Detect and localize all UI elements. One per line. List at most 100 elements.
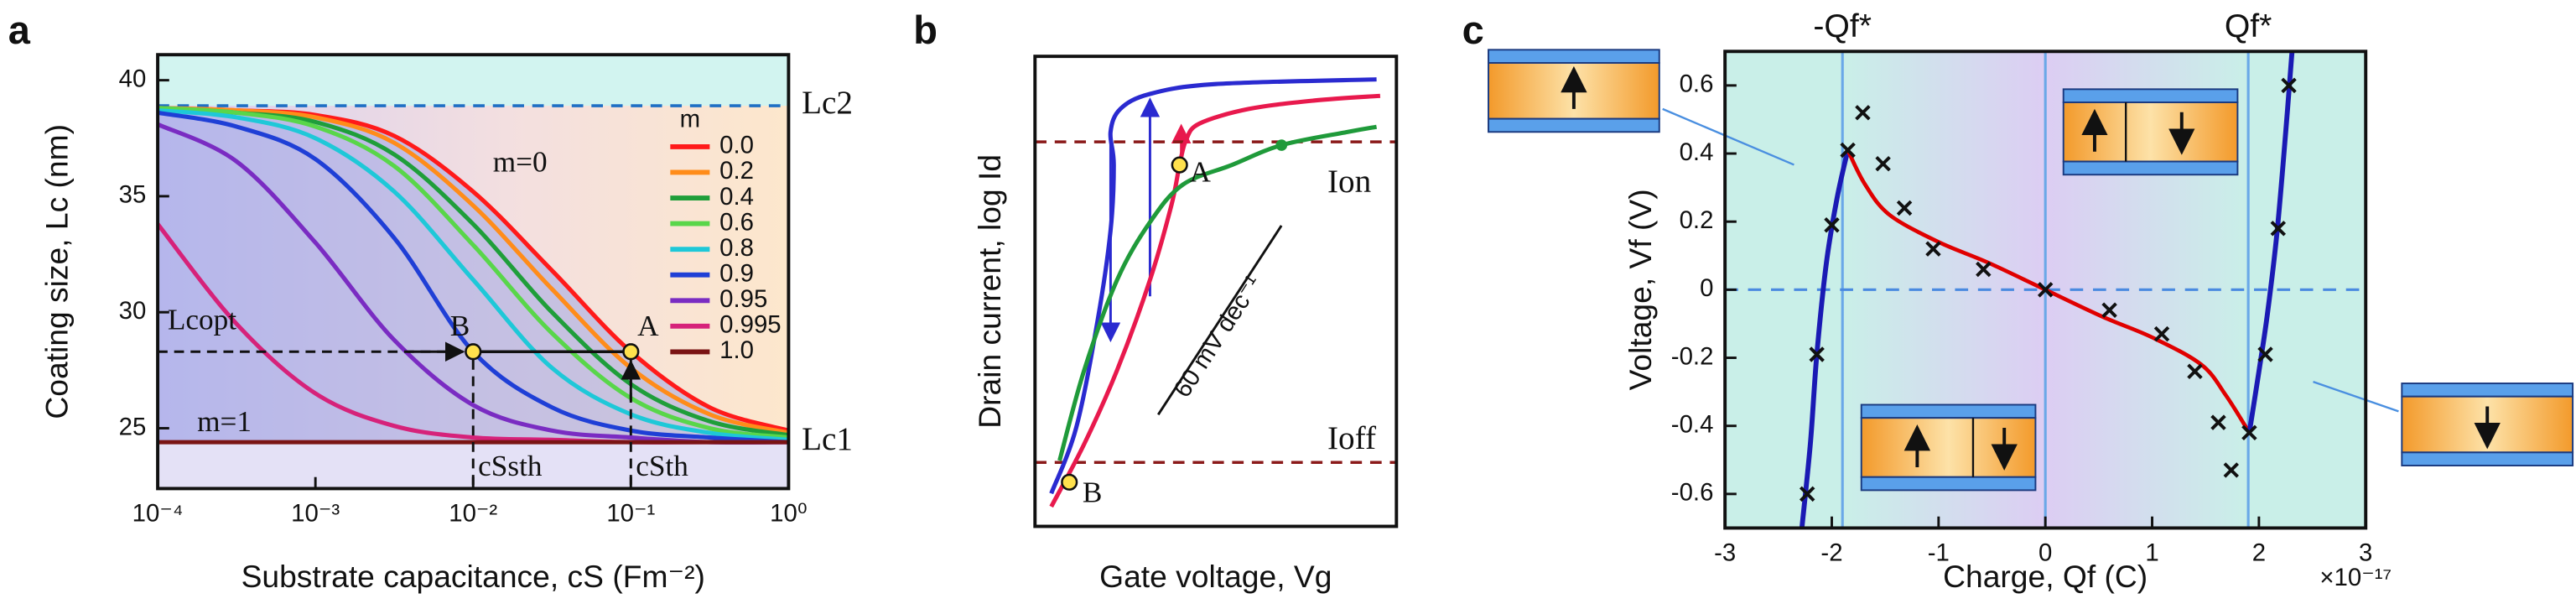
data-point [1840, 142, 1856, 159]
x-axis-label: Charge, Qf (C) [1943, 559, 2148, 594]
x-tick-label: -2 [1820, 539, 1842, 567]
plot-frame [156, 53, 791, 491]
marker-point [1061, 473, 1078, 491]
panel-letter: b [913, 8, 937, 52]
region-band [158, 55, 789, 107]
y-tick-label: 25 [119, 413, 147, 440]
marker-point [622, 343, 640, 361]
x-tick-label: -1 [1928, 539, 1950, 567]
data-point [2037, 282, 2054, 298]
x-tick-label: 10⁰ [770, 500, 807, 528]
series-line [158, 110, 789, 445]
data-point [1809, 346, 1825, 362]
y-tick-label: 0.6 [1680, 70, 1714, 98]
fit-curve [2246, 51, 2295, 434]
domain-icon [1860, 403, 2037, 492]
y-tick-label: 0.4 [1680, 138, 1714, 166]
data-point [2241, 424, 2257, 441]
legend-label: 1.0 [719, 336, 754, 364]
data-point [1976, 261, 1992, 278]
y-tick-label: 0 [1700, 274, 1713, 302]
y-axis-label: Drain current, log Id [972, 154, 1007, 429]
data-point [1799, 486, 1815, 502]
plot-frame [1033, 55, 1399, 528]
x-tick-label: 3 [2359, 539, 2372, 567]
data-point [2210, 414, 2226, 430]
y-tick-label: -0.6 [1671, 479, 1714, 507]
annotation: m=0 [493, 146, 548, 179]
insets [1488, 49, 2574, 492]
x-tick-label: 0 [2038, 539, 2052, 567]
legend-label: 0.95 [719, 285, 767, 313]
series-line [1057, 124, 1378, 461]
y-axis-label: Coating size, Lc (nm) [39, 124, 74, 419]
point-label: B [450, 310, 470, 342]
annotation: cSsth [478, 450, 543, 482]
panel-letter: c [1462, 8, 1484, 52]
series-line [158, 106, 789, 435]
data-point [2281, 77, 2297, 94]
domain-icon [1488, 49, 1660, 133]
plot-area-a [158, 55, 789, 489]
reference-label: Lc1 [802, 421, 853, 457]
annotation: m=1 [197, 405, 252, 438]
legend-label: 0.8 [719, 234, 754, 262]
x-tick-label: 10⁻¹ [606, 500, 655, 528]
y-tick-label: 35 [119, 181, 147, 209]
annotation: 60 mV dec⁻¹ [1168, 271, 1267, 403]
reference-label: Ion [1327, 164, 1371, 200]
y-tick-label: -0.4 [1671, 410, 1714, 438]
fit-curve [1799, 149, 1851, 528]
annotation: Lcopt [168, 304, 236, 336]
series-line [158, 108, 789, 442]
point-label: A [1189, 155, 1211, 188]
x-tick-label: 10⁻² [449, 500, 497, 528]
domain-icon [2062, 88, 2239, 176]
plot-area-c [1725, 51, 2366, 528]
series-line [1049, 77, 1377, 495]
x-tick-label: 1 [2145, 539, 2158, 567]
data-point [2270, 221, 2287, 237]
marker-point [1171, 156, 1188, 174]
point-label: A [637, 310, 659, 342]
data-point [1925, 241, 1941, 257]
legend-title: m [680, 105, 700, 133]
legend-label: 0.0 [719, 132, 754, 159]
plot-area-b [1035, 77, 1397, 508]
x-tick-label: -3 [1714, 539, 1736, 567]
marker-point [465, 343, 482, 361]
data-point [2223, 462, 2239, 478]
legend-label: 0.9 [719, 260, 754, 288]
domain-icon [2401, 383, 2574, 466]
panel-letter: a [8, 8, 31, 52]
threshold-label: Qf* [2225, 8, 2272, 44]
slope-line [1156, 225, 1283, 416]
point-label: B [1083, 476, 1103, 509]
data-point [1896, 200, 1913, 216]
y-tick-label: -0.2 [1671, 342, 1714, 370]
data-point [2257, 346, 2273, 362]
axis-multiplier: ×10⁻¹⁷ [2319, 564, 2392, 591]
y-tick-label: 0.2 [1680, 206, 1714, 234]
reference-label: Lc2 [802, 85, 853, 121]
x-axis-label: Gate voltage, Vg [1099, 559, 1332, 594]
connector [1662, 107, 1794, 166]
annotation: cSth [636, 450, 688, 482]
data-point [2187, 363, 2203, 379]
data-point [2101, 302, 2117, 318]
legend-label: 0.995 [719, 311, 782, 339]
threshold-label: -Qf* [1813, 8, 1872, 44]
data-point [1824, 217, 1840, 233]
y-tick-label: 30 [119, 297, 147, 325]
x-axis-label: Substrate capacitance, cS (Fm⁻²) [242, 559, 705, 594]
series-line [1049, 93, 1381, 508]
x-tick-label: 10⁻⁴ [132, 500, 184, 528]
series-line [158, 106, 789, 440]
reference-label: Ioff [1327, 420, 1377, 456]
y-axis-label: Voltage, Vf (V) [1623, 189, 1658, 390]
x-tick-label: 2 [2252, 539, 2266, 567]
data-point [2153, 325, 2170, 342]
data-point [1875, 155, 1891, 172]
plot-frame [1723, 49, 2368, 530]
